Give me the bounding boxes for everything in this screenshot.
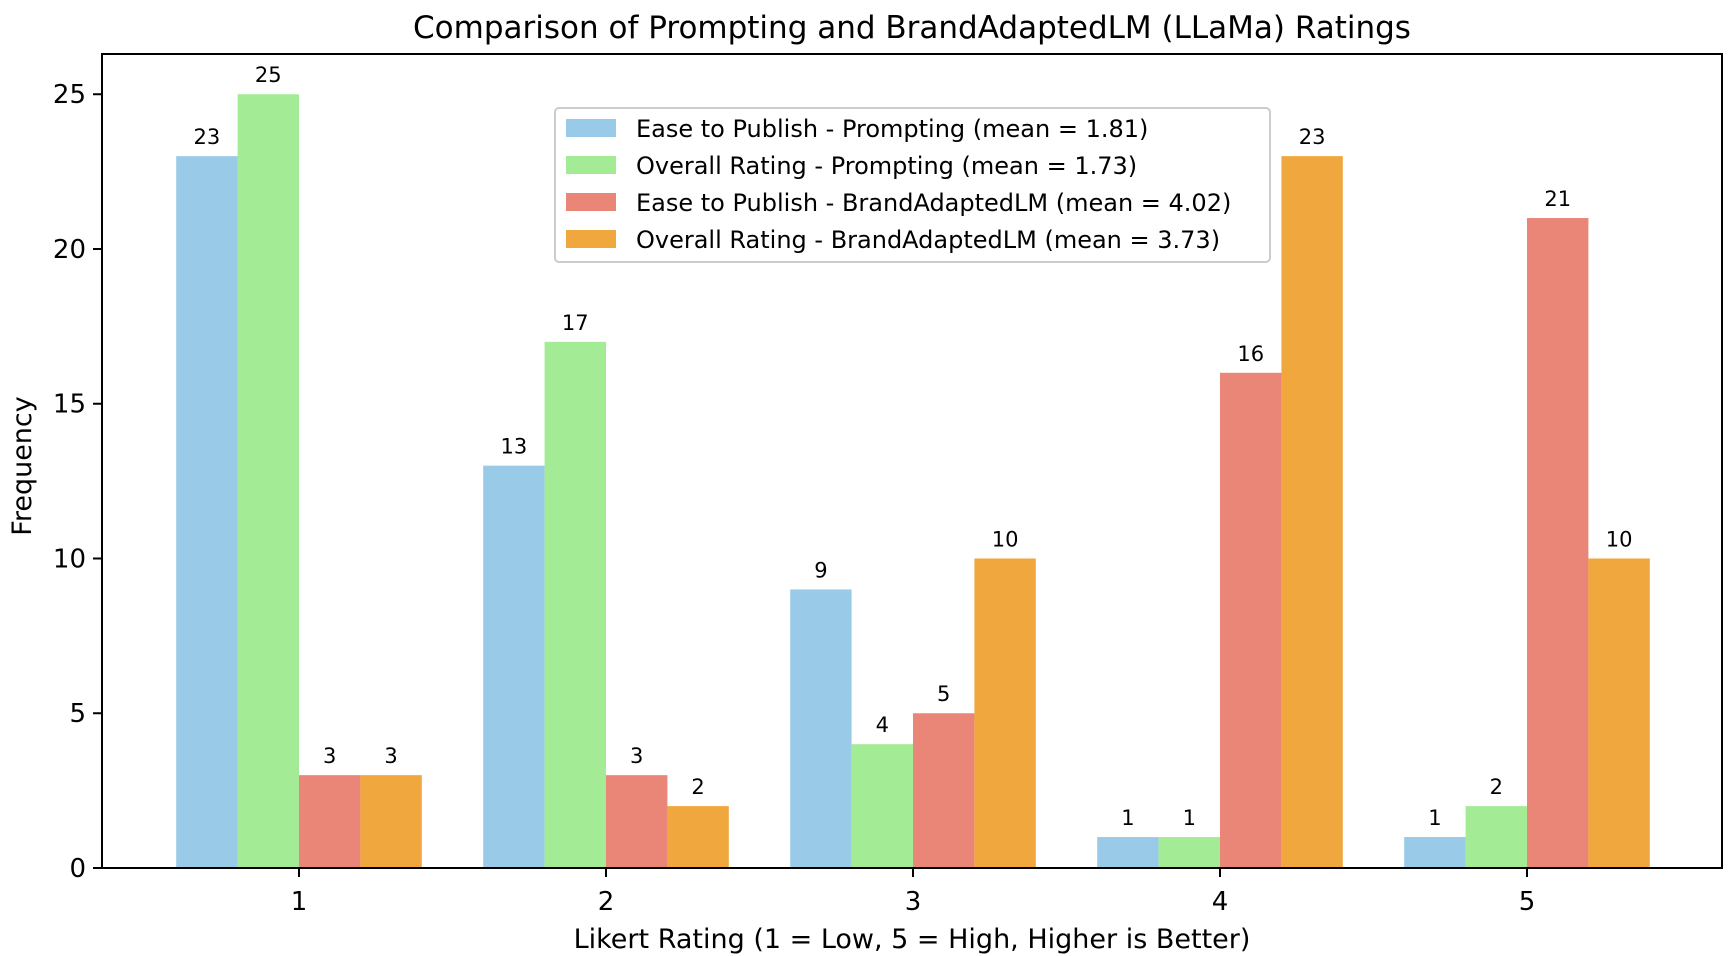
data-label-s1-4: 1	[1121, 806, 1134, 830]
data-label-s4-2: 2	[691, 775, 704, 799]
data-label-s3-3: 5	[937, 682, 950, 706]
bar-s3-1	[299, 775, 361, 868]
data-label-s2-4: 1	[1183, 806, 1196, 830]
data-label-s2-2: 17	[562, 311, 589, 335]
bar-s4-4	[1281, 156, 1343, 868]
y-axis: 0 5 10 15 20 25	[53, 80, 102, 884]
legend-swatch-2	[566, 156, 616, 174]
x-axis-label: Likert Rating (1 = Low, 5 = High, Higher…	[574, 924, 1251, 955]
bar-s4-5	[1588, 558, 1650, 868]
data-label-s2-1: 25	[255, 63, 282, 87]
data-label-s2-5: 2	[1490, 775, 1503, 799]
bar-s1-1	[176, 156, 238, 868]
bar-s4-3	[974, 558, 1036, 868]
data-label-s4-4: 23	[1299, 125, 1326, 149]
bar-s4-2	[667, 806, 729, 868]
data-label-s4-3: 10	[992, 527, 1019, 551]
data-label-s1-1: 23	[194, 125, 221, 149]
bar-s2-2	[544, 341, 606, 868]
legend: Ease to Publish - Prompting (mean = 1.81…	[554, 107, 1271, 263]
bar-s2-1	[237, 94, 299, 869]
bar-s4-1	[360, 775, 422, 868]
y-tick-label: 0	[69, 854, 86, 884]
data-label-s1-3: 9	[814, 558, 827, 582]
data-label-s4-1: 3	[384, 744, 397, 768]
data-label-s4-5: 10	[1606, 527, 1633, 551]
legend-entry-4: Overall Rating - BrandAdaptedLM (mean = …	[636, 226, 1220, 254]
bar-s3-3	[913, 713, 975, 868]
y-tick-label: 10	[53, 544, 86, 574]
bar-s2-4	[1158, 837, 1220, 868]
x-axis: 1 2 3 4 5	[291, 868, 1536, 917]
x-tick-label-4: 4	[1212, 887, 1229, 917]
legend-swatch-4	[566, 230, 616, 248]
legend-entry-2: Overall Rating - Prompting (mean = 1.73)	[636, 152, 1137, 180]
x-tick-label-1: 1	[291, 887, 308, 917]
data-label-s1-5: 1	[1428, 806, 1441, 830]
bar-s3-2	[606, 775, 668, 868]
chart-title: Comparison of Prompting and BrandAdapted…	[413, 10, 1411, 46]
bars-group	[176, 94, 1650, 869]
x-tick-label-3: 3	[905, 887, 922, 917]
bar-s2-3	[851, 744, 913, 868]
legend-swatch-1	[566, 119, 616, 137]
data-label-s3-1: 3	[323, 744, 336, 768]
bar-s3-4	[1220, 372, 1282, 868]
data-label-s1-2: 13	[501, 435, 528, 459]
bar-s1-4	[1097, 837, 1159, 868]
data-label-s3-4: 16	[1237, 342, 1264, 366]
y-axis-label: Frequency	[7, 396, 38, 536]
y-tick-label: 25	[53, 80, 86, 110]
data-label-s2-3: 4	[876, 713, 889, 737]
y-tick-label: 20	[53, 235, 86, 265]
y-tick-label: 15	[53, 390, 86, 420]
data-label-s3-5: 21	[1544, 187, 1571, 211]
bar-s1-5	[1404, 837, 1466, 868]
legend-entry-3: Ease to Publish - BrandAdaptedLM (mean =…	[636, 189, 1231, 217]
x-tick-label-2: 2	[598, 887, 615, 917]
legend-swatch-3	[566, 193, 616, 211]
bar-s1-3	[790, 589, 852, 868]
data-label-s3-2: 3	[630, 744, 643, 768]
y-tick-label: 5	[69, 699, 86, 729]
bar-s2-5	[1465, 806, 1527, 868]
legend-frame	[554, 107, 1271, 263]
legend-entry-1: Ease to Publish - Prompting (mean = 1.81…	[636, 115, 1148, 143]
x-tick-label-5: 5	[1519, 887, 1536, 917]
bar-s1-2	[483, 465, 545, 868]
bar-s3-5	[1527, 218, 1589, 868]
